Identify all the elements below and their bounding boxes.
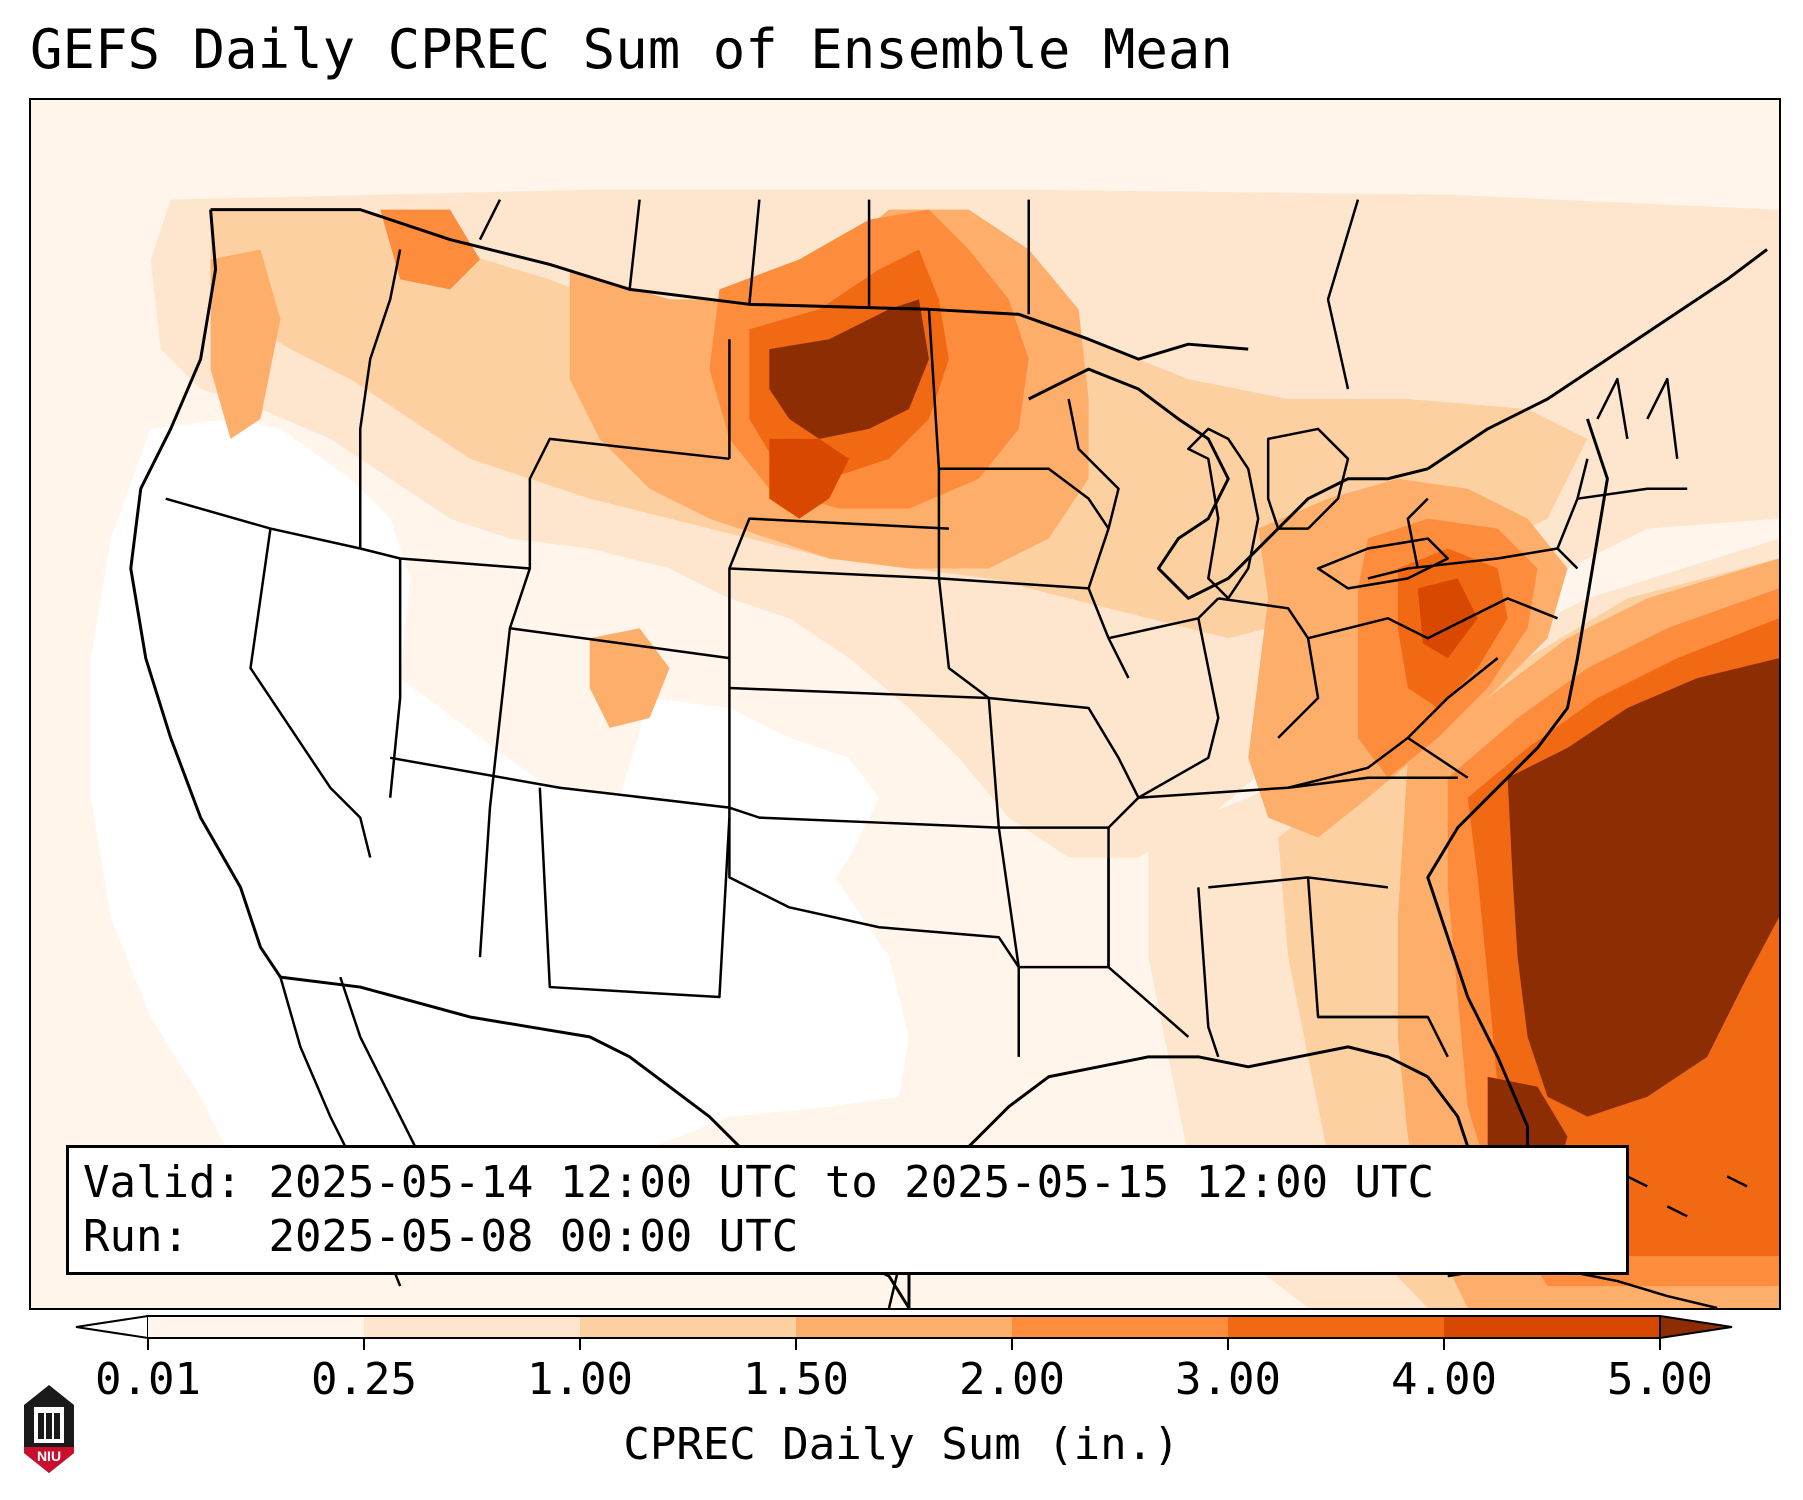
- lake-huron: [1266, 427, 1350, 530]
- colorbar-tick-label: 4.00: [1391, 1354, 1497, 1405]
- colorbar-segment-2: [580, 1316, 797, 1338]
- northeast-coast: [1426, 248, 1768, 471]
- colorbar-tick-label: 1.50: [743, 1354, 849, 1405]
- map-title: GEFS Daily CPREC Sum of Ensemble Mean: [30, 18, 1233, 81]
- colorbar-outline: [148, 1315, 1660, 1339]
- precip-extreme-dakotas: [769, 299, 929, 439]
- precip-extreme-westvirginia: [1417, 578, 1478, 659]
- colorbar-segment-3: [796, 1316, 1013, 1338]
- svg-text:NIU: NIU: [37, 1448, 61, 1464]
- province-lines: [478, 199, 1360, 390]
- great-lakes-shoreline: [1028, 367, 1429, 600]
- dry-area-texas: [619, 698, 880, 978]
- colorbar-segment-4: [1012, 1316, 1229, 1338]
- valid-value: 2025-05-14 12:00 UTC to 2025-05-15 12:00…: [268, 1157, 1435, 1208]
- us-canada-border: [210, 208, 1249, 361]
- colorbar-over-extension: [1659, 1314, 1733, 1340]
- niu-logo-icon: NIU: [24, 1385, 74, 1473]
- precip-cell-colorado: [589, 628, 670, 728]
- dry-area-west: [90, 418, 909, 1267]
- us-west-coast: [129, 209, 282, 978]
- valid-run-info-box: Valid: 2025-05-14 12:00 UTC to 2025-05-1…: [66, 1145, 1629, 1275]
- colorbar-ticks: [147, 1338, 1661, 1350]
- colorbar-tick-label: 0.25: [311, 1354, 417, 1405]
- precip-cell-pacific-nw: [210, 249, 281, 439]
- colorbar-segment-6: [1444, 1316, 1661, 1338]
- colorbar-tick-label: 0.01: [95, 1354, 201, 1405]
- colorbar-label: CPREC Daily Sum (in.): [623, 1419, 1180, 1470]
- colorbar-segment-0: [148, 1316, 365, 1338]
- lake-michigan: [1187, 427, 1260, 600]
- colorbar-under-extension: [75, 1314, 149, 1340]
- precipitation-map: [29, 98, 1781, 1310]
- precip-extreme-atlantic: [1507, 658, 1779, 1117]
- colorbar-tick-label: 3.00: [1175, 1354, 1281, 1405]
- run-line: Run: 2025-05-08 00:00 UTC: [83, 1210, 1612, 1264]
- run-label: Run:: [83, 1211, 189, 1262]
- colorbar-tick-label: 1.00: [527, 1354, 633, 1405]
- colorbar-segment-1: [364, 1316, 581, 1338]
- precip-field: [31, 100, 1779, 1308]
- lake-erie: [1316, 537, 1450, 590]
- colorbar-segment-5: [1228, 1316, 1445, 1338]
- run-value: 2025-05-08 00:00 UTC: [268, 1211, 799, 1262]
- state-lines: [165, 249, 1688, 1058]
- precip-extreme-south-dakota: [769, 438, 850, 519]
- precip-cell-washington: [380, 209, 480, 290]
- valid-line: Valid: 2025-05-14 12:00 UTC to 2025-05-1…: [83, 1156, 1612, 1210]
- valid-label: Valid:: [83, 1157, 242, 1208]
- colorbar-tick-label: 2.00: [959, 1354, 1065, 1405]
- map-canvas: [31, 100, 1779, 1308]
- colorbar-tick-label: 5.00: [1607, 1354, 1713, 1405]
- colorbar-segments: [75, 1314, 1733, 1340]
